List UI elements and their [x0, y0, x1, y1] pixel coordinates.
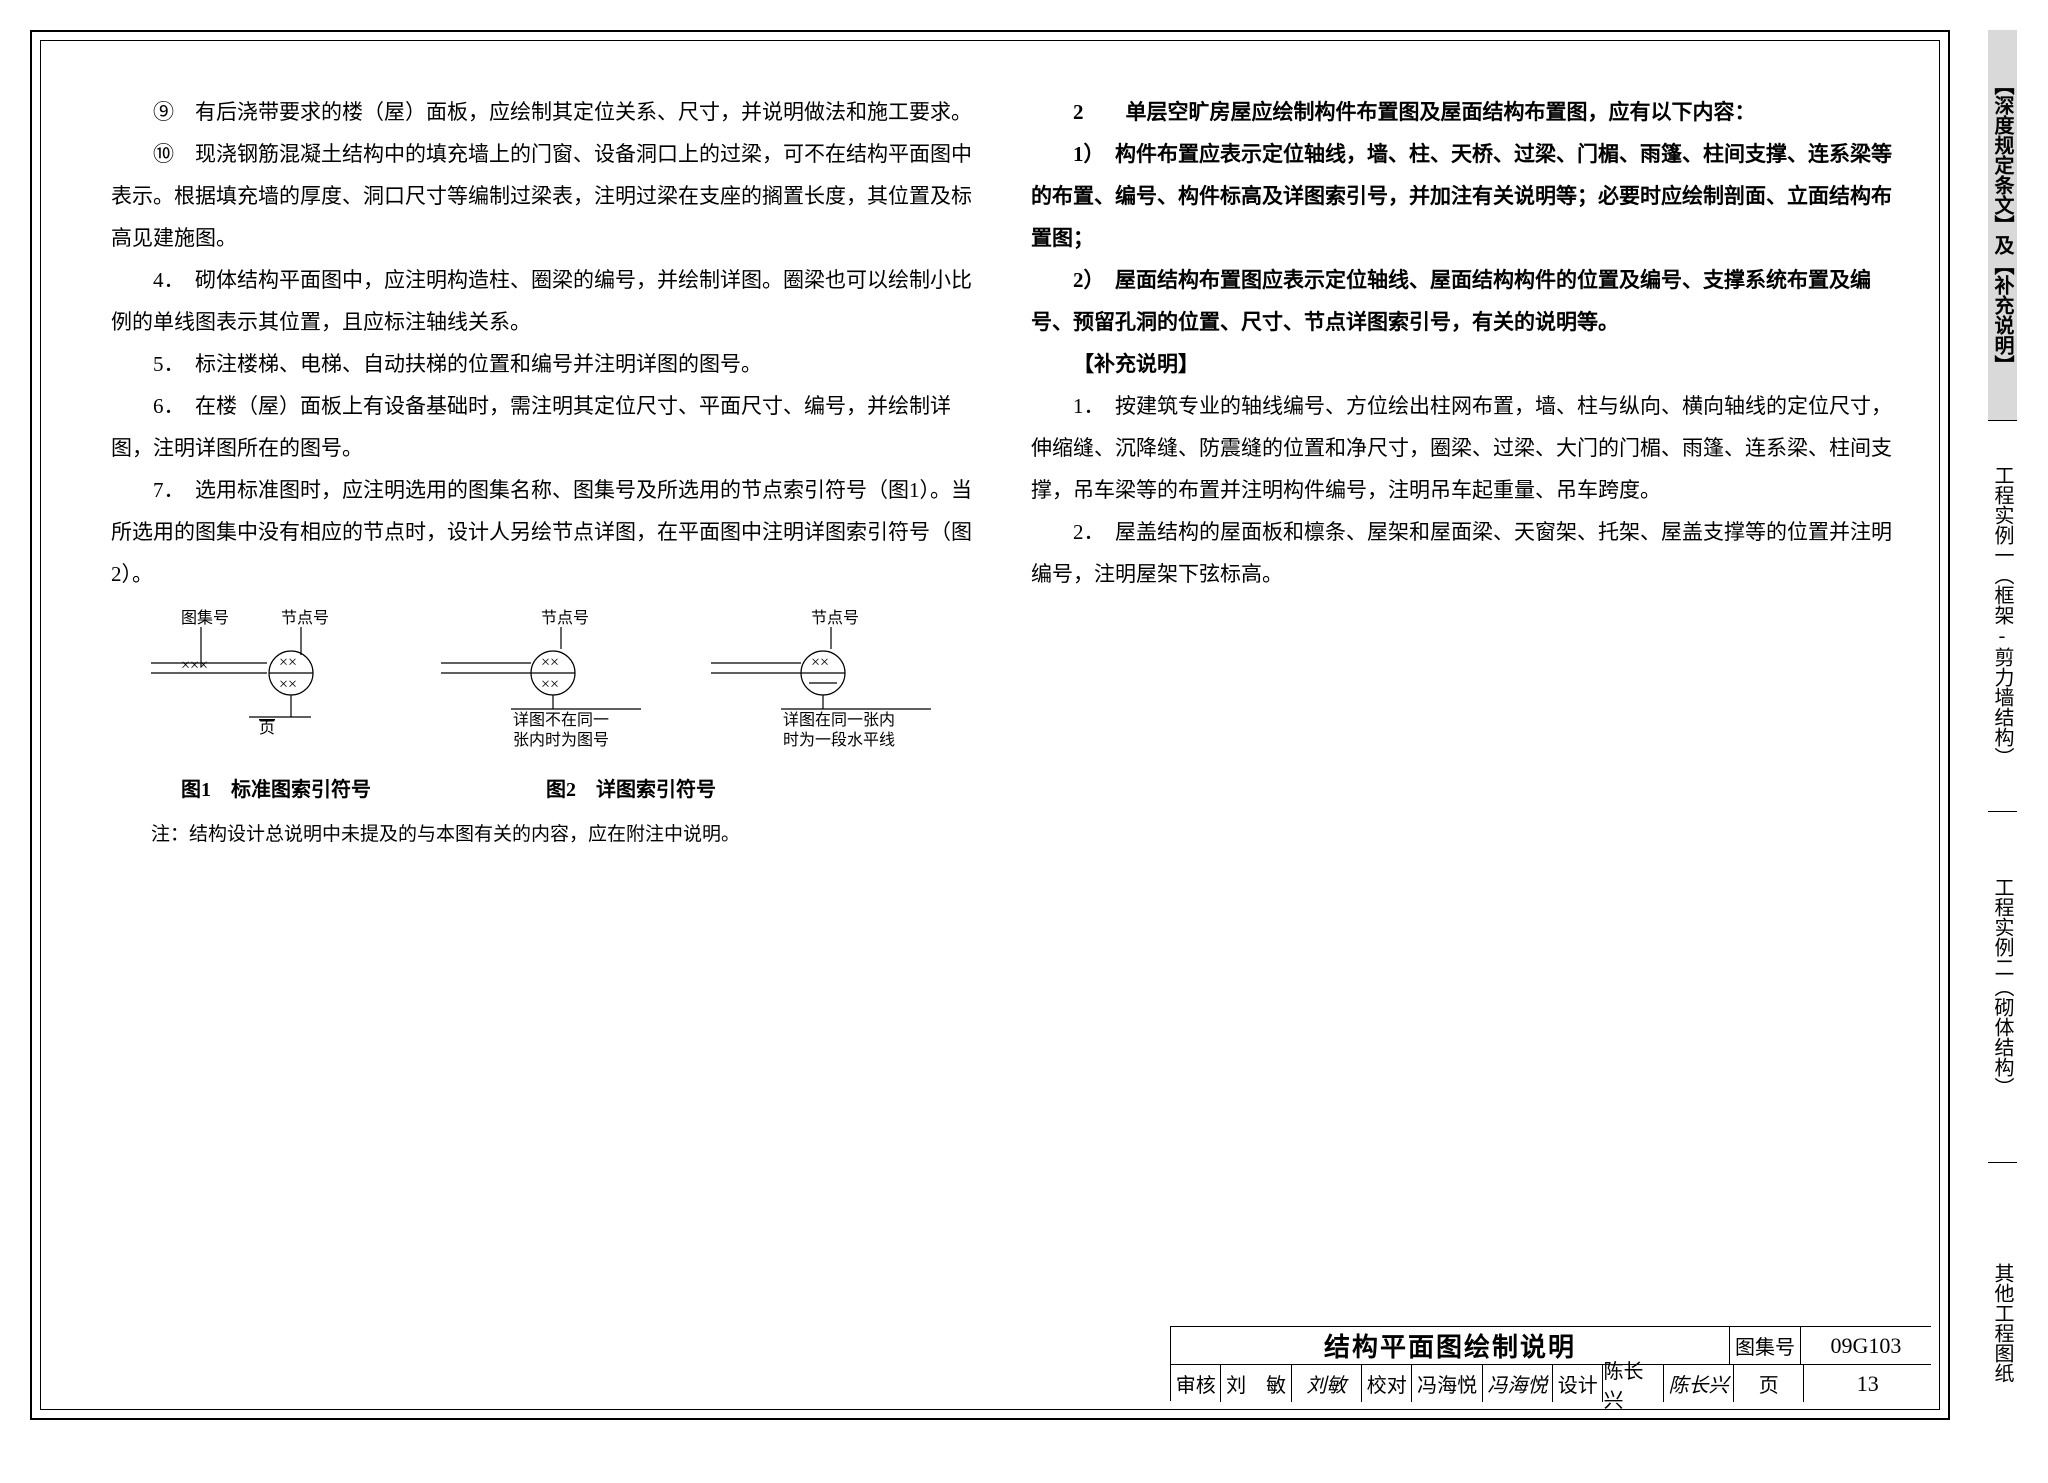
shenhe-label: 审核 — [1171, 1365, 1221, 1402]
shenhe-signature: 刘敏 — [1292, 1365, 1362, 1402]
svg-text:详图在同一张内: 详图在同一张内 — [783, 711, 895, 729]
label-jiedianhao: 节点号 — [281, 609, 329, 627]
page-label: 页 — [1734, 1365, 1804, 1402]
para-r1: 1） 构件布置应表示定位轴线，墙、柱、天桥、过梁、门楣、雨篷、柱间支撑、连系梁等… — [1031, 133, 1901, 259]
tujihao-value: 09G103 — [1801, 1327, 1931, 1364]
para-9: ⑨ 有后浇带要求的楼（屋）面板，应绘制其定位关系、尺寸，并说明做法和施工要求。 — [111, 91, 981, 133]
tab-depth-spec: 【深度规定条文】及【补充说明】 — [1988, 30, 2017, 421]
para-6: 6． 在楼（屋）面板上有设备基础时，需注明其定位尺寸、平面尺寸、编号，并绘制详图… — [111, 385, 981, 469]
para-7: 7． 选用标准图时，应注明选用的图集名称、图集号及所选用的节点索引符号（图1）。… — [111, 469, 981, 595]
svg-text:××: ×× — [811, 654, 829, 671]
title-block: 结构平面图绘制说明 图集号 09G103 审核 刘 敏 刘敏 校对 冯海悦 冯海… — [1170, 1326, 1931, 1401]
jiaodui-name: 冯海悦 — [1412, 1365, 1482, 1402]
svg-text:节点号: 节点号 — [541, 609, 589, 627]
svg-text:××: ×× — [541, 676, 559, 693]
supp-2: 2． 屋盖结构的屋面板和檩条、屋架和屋面梁、天窗架、托架、屋盖支撑等的位置并注明… — [1031, 511, 1901, 595]
drawing-frame-inner: ⑨ 有后浇带要求的楼（屋）面板，应绘制其定位关系、尺寸，并说明做法和施工要求。 … — [40, 40, 1940, 1410]
heading-2: 2 单层空旷房屋应绘制构件布置图及屋面结构布置图，应有以下内容： — [1031, 91, 1901, 133]
para-4: 4． 砌体结构平面图中，应注明构造柱、圈梁的编号，并绘制详图。圈梁也可以绘制小比… — [111, 259, 981, 343]
supplement-header: 【补充说明】 — [1031, 343, 1901, 385]
drawing-frame-outer: ⑨ 有后浇带要求的楼（屋）面板，应绘制其定位关系、尺寸，并说明做法和施工要求。 … — [30, 30, 1950, 1420]
label-tujihao: 图集号 — [181, 609, 229, 627]
tujihao-label: 图集号 — [1730, 1327, 1801, 1364]
side-tabs: 【深度规定条文】及【补充说明】 工程实例一（框架-剪力墙结构） 工程实例二（砌体… — [1988, 30, 2048, 1420]
sheji-name: 陈长兴 — [1603, 1365, 1663, 1402]
right-column: 2 单层空旷房屋应绘制构件布置图及屋面结构布置图，应有以下内容： 1） 构件布置… — [1031, 91, 1901, 595]
page-value: 13 — [1804, 1365, 1931, 1402]
tab-example-1: 工程实例一（框架-剪力墙结构） — [1988, 421, 2017, 812]
jiaodui-signature: 冯海悦 — [1483, 1365, 1553, 1402]
svg-text:××: ×× — [541, 654, 559, 671]
para-r2: 2） 屋面结构布置图应表示定位轴线、屋面结构构件的位置及编号、支撑系统布置及编号… — [1031, 259, 1901, 343]
svg-text:详图不在同一: 详图不在同一 — [513, 711, 609, 729]
svg-text:时为一段水平线: 时为一段水平线 — [783, 731, 895, 749]
footnote: 注：结构设计总说明中未提及的与本图有关的内容，应在附注中说明。 — [151, 816, 981, 854]
svg-text:××: ×× — [279, 654, 297, 671]
supp-1: 1． 按建筑专业的轴线编号、方位绘出柱网布置，墙、柱与纵向、横向轴线的定位尺寸，… — [1031, 385, 1901, 511]
sheji-label: 设计 — [1553, 1365, 1603, 1402]
svg-text:××: ×× — [279, 676, 297, 693]
figure-captions: 图1 标准图索引符号 图2 详图索引符号 — [111, 770, 981, 810]
fig2-caption: 图2 详图索引符号 — [546, 770, 716, 810]
para-5: 5． 标注楼梯、电梯、自动扶梯的位置和编号并注明详图的图号。 — [111, 343, 981, 385]
svg-text:节点号: 节点号 — [811, 609, 859, 627]
sheji-signature: 陈长兴 — [1664, 1365, 1734, 1402]
para-10: ⑩ 现浇钢筋混凝土结构中的填充墙上的门窗、设备洞口上的过梁，可不在结构平面图中表… — [111, 133, 981, 259]
left-column: ⑨ 有后浇带要求的楼（屋）面板，应绘制其定位关系、尺寸，并说明做法和施工要求。 … — [111, 91, 981, 873]
tab-other-drawings: 其他工程图纸 — [1988, 1163, 2017, 1483]
svg-text:×××: ××× — [181, 657, 208, 674]
diagram-svg: 图集号 节点号 ××× ×× — [111, 605, 981, 770]
content-area: ⑨ 有后浇带要求的楼（屋）面板，应绘制其定位关系、尺寸，并说明做法和施工要求。 … — [111, 91, 1931, 873]
svg-text:张内时为图号: 张内时为图号 — [513, 731, 609, 749]
tab-example-2: 工程实例二（砌体结构） — [1988, 812, 2017, 1163]
svg-text:页: 页 — [259, 720, 275, 737]
index-symbol-diagrams: 图集号 节点号 ××× ×× — [111, 605, 981, 770]
jiaodui-label: 校对 — [1362, 1365, 1412, 1402]
fig1-caption: 图1 标准图索引符号 — [181, 770, 371, 810]
shenhe-name: 刘 敏 — [1221, 1365, 1291, 1402]
